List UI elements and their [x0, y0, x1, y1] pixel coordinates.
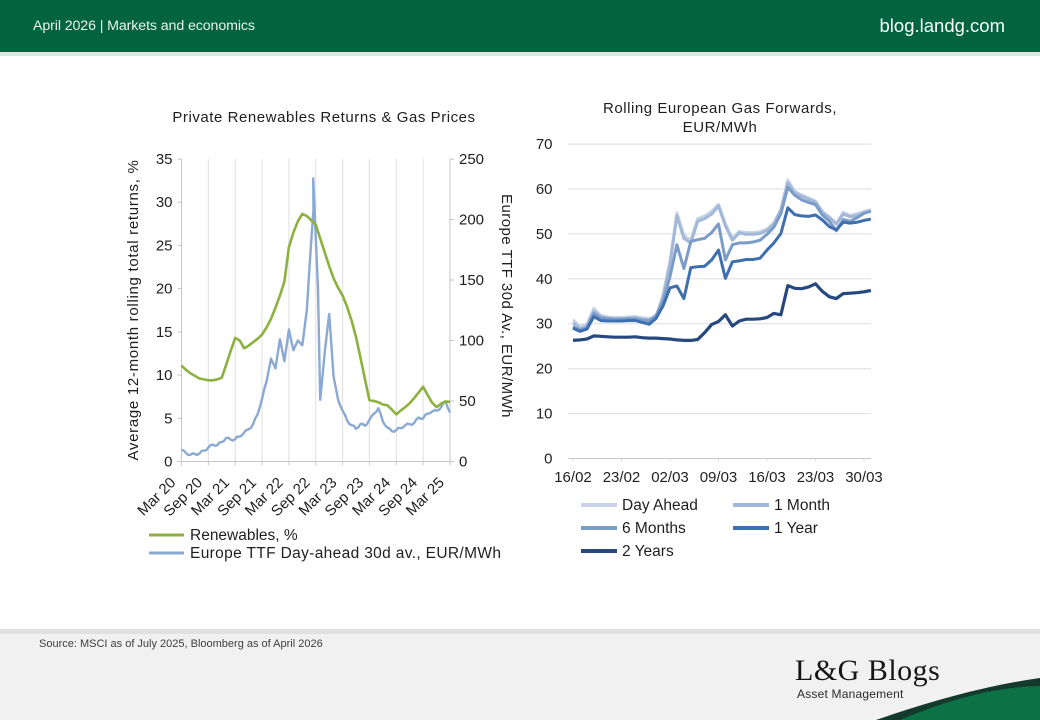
svg-text:30/03: 30/03 [845, 469, 883, 486]
svg-text:0: 0 [459, 454, 467, 471]
svg-text:16/02: 16/02 [554, 469, 592, 486]
svg-text:23/03: 23/03 [797, 469, 835, 486]
svg-text:15: 15 [156, 324, 173, 341]
svg-text:2 Years: 2 Years [622, 543, 674, 560]
svg-text:09/03: 09/03 [700, 469, 738, 486]
svg-text:6 Months: 6 Months [622, 520, 686, 537]
svg-text:40: 40 [536, 271, 553, 288]
svg-text:Europe TTF 30d Av., EUR/MWh: Europe TTF 30d Av., EUR/MWh [498, 194, 515, 418]
svg-text:250: 250 [459, 151, 484, 168]
svg-text:23/02: 23/02 [603, 469, 641, 486]
svg-text:10: 10 [536, 406, 553, 423]
svg-text:100: 100 [459, 333, 484, 350]
svg-text:200: 200 [459, 212, 484, 229]
svg-text:20: 20 [156, 281, 173, 298]
svg-text:10: 10 [156, 367, 173, 384]
svg-text:35: 35 [156, 151, 173, 168]
svg-text:Europe TTF Day-ahead 30d av.,: Europe TTF Day-ahead 30d av., EUR/MWh [190, 545, 501, 562]
svg-text:25: 25 [156, 237, 173, 254]
svg-text:Average 12-month rolling total: Average 12-month rolling total returns, … [125, 159, 142, 460]
svg-text:0: 0 [164, 454, 172, 471]
svg-text:30: 30 [536, 316, 553, 333]
svg-text:Rolling European Gas Forwards,: Rolling European Gas Forwards, [603, 100, 837, 117]
svg-text:20: 20 [536, 361, 553, 378]
svg-text:16/03: 16/03 [748, 469, 786, 486]
svg-text:50: 50 [459, 393, 476, 410]
svg-text:5: 5 [164, 410, 172, 427]
svg-text:EUR/MWh: EUR/MWh [683, 119, 758, 136]
svg-text:1 Year: 1 Year [774, 520, 818, 537]
svg-text:Renewables, %: Renewables, % [190, 527, 298, 544]
svg-text:150: 150 [459, 272, 484, 289]
svg-text:70: 70 [536, 136, 553, 153]
svg-text:02/03: 02/03 [651, 469, 689, 486]
svg-text:Private Renewables Returns & G: Private Renewables Returns & Gas Prices [172, 109, 475, 126]
svg-text:30: 30 [156, 194, 173, 211]
svg-text:0: 0 [544, 451, 552, 468]
svg-text:60: 60 [536, 181, 553, 198]
svg-text:1 Month: 1 Month [774, 497, 830, 514]
svg-text:Day Ahead: Day Ahead [622, 497, 698, 514]
svg-text:50: 50 [536, 226, 553, 243]
